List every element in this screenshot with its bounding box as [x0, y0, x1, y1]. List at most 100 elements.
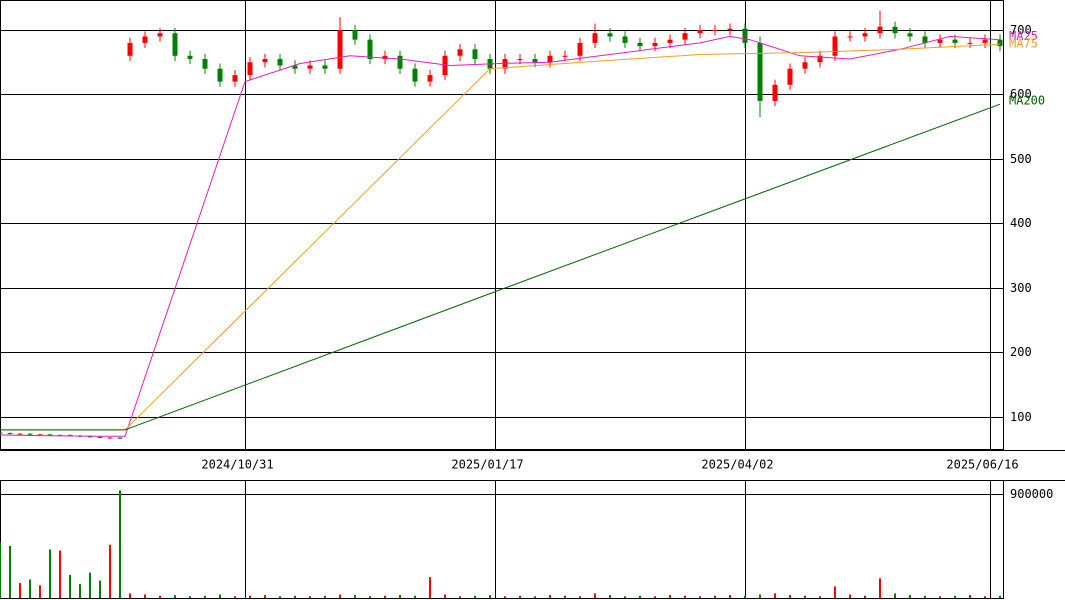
volume-bar: [324, 595, 326, 598]
volume-bar: [519, 595, 521, 598]
candle-body: [682, 33, 688, 40]
moving-average-line: [0, 43, 1001, 431]
y-tick-label: 300: [1010, 281, 1032, 295]
volume-bar: [639, 595, 641, 598]
candle-body: [697, 29, 703, 34]
moving-average-line: [0, 35, 1001, 437]
volume-bar: [474, 595, 476, 598]
candle-body: [107, 437, 113, 439]
legend-label: MA75: [1009, 37, 1038, 51]
volume-bar: [444, 594, 446, 598]
candle-body: [562, 55, 568, 57]
volume-bar: [714, 595, 716, 598]
volume-bar: [59, 550, 61, 598]
candle-body: [982, 39, 988, 43]
volume-bar: [384, 595, 386, 598]
candle-body: [142, 36, 148, 43]
candle-body: [667, 39, 673, 43]
candle-body: [202, 59, 208, 69]
y-tick-label: 600: [1010, 87, 1032, 101]
volume-bar: [309, 596, 311, 598]
candle-body: [772, 84, 778, 101]
volume-bar: [894, 593, 896, 598]
volume-bar: [504, 596, 506, 598]
candle-body: [847, 36, 853, 38]
candle-body: [577, 42, 583, 56]
candle-body: [817, 55, 823, 63]
volume-bar: [744, 595, 746, 598]
y-tick-label: 500: [1010, 152, 1032, 166]
volume-bar: [624, 596, 626, 598]
candle-body: [517, 59, 523, 61]
volume-bar: [204, 595, 206, 598]
volume-bar: [399, 595, 401, 598]
volume-bar: [29, 579, 31, 598]
candle-body: [172, 33, 178, 56]
volume-bar: [654, 596, 656, 598]
volume-bar: [159, 595, 161, 598]
candle-body: [37, 434, 43, 436]
candle-body: [727, 28, 733, 30]
volume-bar: [819, 596, 821, 598]
candle-body: [217, 68, 223, 82]
volume-bar: [594, 593, 596, 598]
volume-bar: [79, 584, 81, 598]
candle-body: [547, 55, 553, 63]
volume-bar: [339, 594, 341, 598]
candle-body: [892, 26, 898, 34]
legend-label: MA25: [1009, 29, 1038, 43]
volume-bar: [119, 490, 121, 598]
volume-bar: [354, 595, 356, 598]
y-tick-label: 200: [1010, 345, 1032, 359]
volume-bar: [579, 596, 581, 598]
volume-bar: [219, 594, 221, 598]
volume-bar: [834, 586, 836, 598]
volume-bar: [129, 593, 131, 598]
x-tick-label: 2024/10/31: [201, 458, 273, 472]
volume-bar: [9, 545, 11, 598]
candle-body: [862, 33, 868, 37]
candle-body: [157, 33, 163, 37]
candle-body: [997, 39, 1003, 47]
volume-bar: [49, 549, 51, 598]
candle-body: [802, 62, 808, 69]
candle-body: [47, 434, 53, 436]
candle-body: [352, 29, 358, 40]
candle-body: [607, 33, 613, 37]
candle-body: [7, 433, 13, 435]
volume-bar: [0, 542, 1, 598]
volume-bar: [99, 580, 101, 598]
candle-body: [712, 29, 718, 31]
candle-body: [472, 49, 478, 60]
volume-bar: [789, 595, 791, 598]
candle-body: [337, 29, 343, 69]
volume-bar: [294, 595, 296, 598]
candle-body: [907, 33, 913, 37]
volume-bar: [699, 596, 701, 598]
candle-body: [97, 436, 103, 438]
candle-body: [652, 42, 658, 47]
candle-body: [412, 68, 418, 82]
volume-tick-label: 900000: [1010, 487, 1053, 501]
candle-body: [117, 437, 123, 439]
volume-bar: [109, 544, 111, 598]
candle-body: [877, 26, 883, 34]
volume-bar: [249, 595, 251, 598]
candle-body: [442, 55, 448, 76]
volume-bar: [234, 596, 236, 598]
volume-bar: [864, 595, 866, 598]
x-tick-label: 2025/04/02: [701, 458, 773, 472]
volume-bar: [924, 595, 926, 598]
x-tick-label: 2025/01/17: [451, 458, 523, 472]
candle-body: [307, 65, 313, 69]
volume-frame: [0, 480, 1004, 599]
candle-body: [277, 59, 283, 66]
volume-bar: [69, 574, 71, 598]
candle-body: [967, 42, 973, 44]
volume-bar: [19, 582, 21, 598]
candle-body: [232, 75, 238, 82]
volume-bar: [939, 596, 941, 598]
volume-bar: [489, 595, 491, 598]
candle-body: [592, 33, 598, 43]
